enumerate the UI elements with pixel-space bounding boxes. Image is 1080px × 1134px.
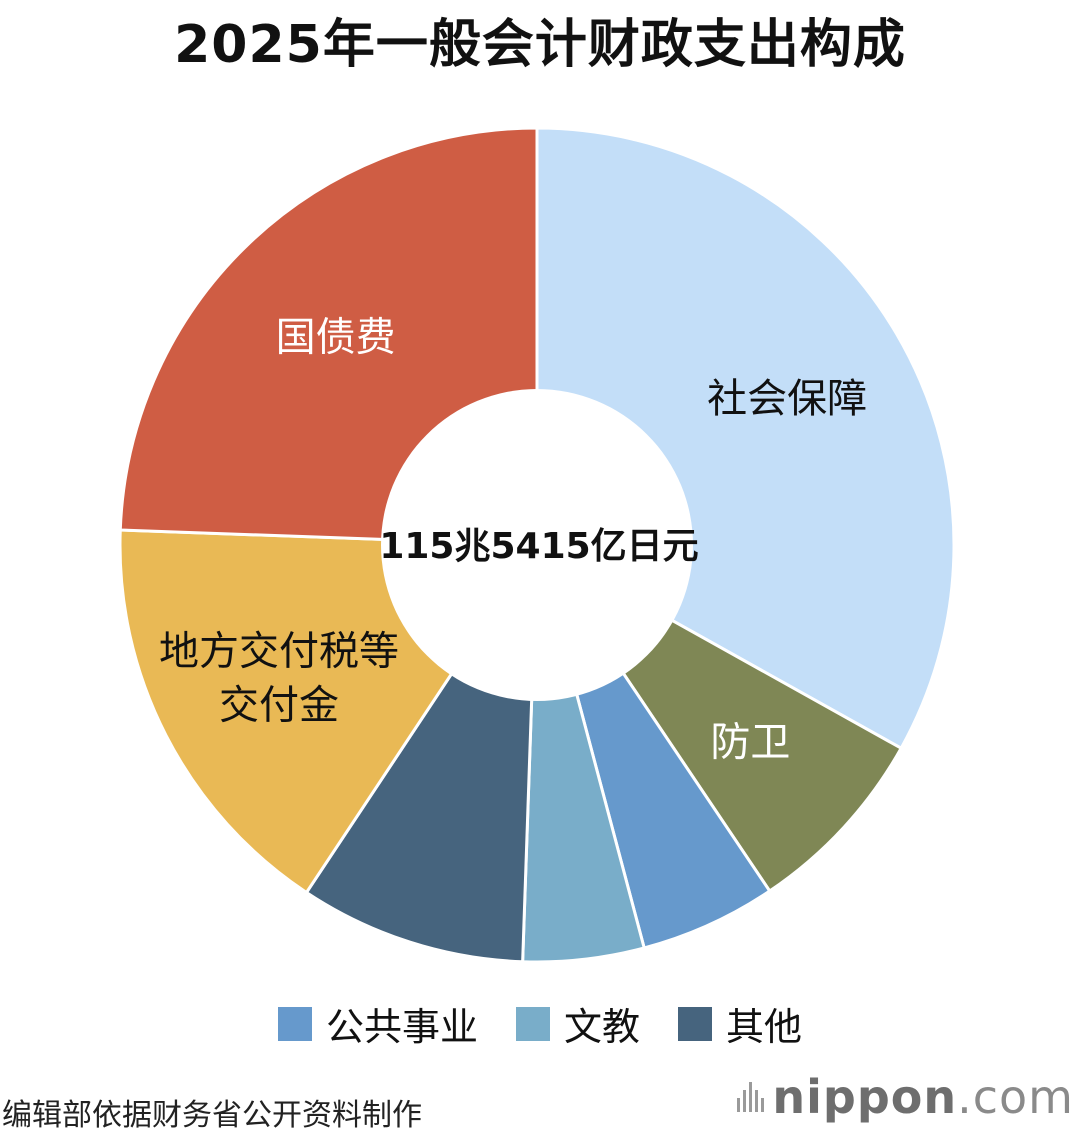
legend-label: 公共事业 [325, 1005, 478, 1049]
slice-label: 社会保障 [707, 376, 867, 422]
legend-swatch [277, 1006, 312, 1041]
legend: 公共事业 文教 其他 [0, 996, 1080, 1051]
donut-hole [381, 389, 693, 701]
slice-label: 交付金 [219, 683, 339, 729]
logo-wordmark: nippon.com [772, 1070, 1074, 1124]
legend-item-other: 其他 [678, 996, 802, 1051]
legend-item-education: 文教 [515, 996, 640, 1051]
center-total-label: 115兆5415亿日元 [379, 526, 698, 567]
legend-item-public-works: 公共事业 [277, 996, 478, 1051]
slice-label: 地方交付税等 [159, 629, 399, 675]
legend-label: 其他 [726, 1005, 803, 1049]
logo-bars-icon [737, 1082, 765, 1112]
slice-label: 防卫 [710, 719, 790, 765]
legend-swatch [515, 1006, 550, 1041]
slice-label: 国债费 [276, 314, 396, 360]
legend-label: 文教 [563, 1005, 640, 1049]
source-note: 编辑部依据财务省公开资料制作 [2, 1098, 422, 1133]
legend-swatch [678, 1006, 712, 1041]
nippon-logo: nippon.com [737, 1074, 1074, 1120]
chart-title: 2025年一般会计财政支出构成 [174, 15, 906, 75]
